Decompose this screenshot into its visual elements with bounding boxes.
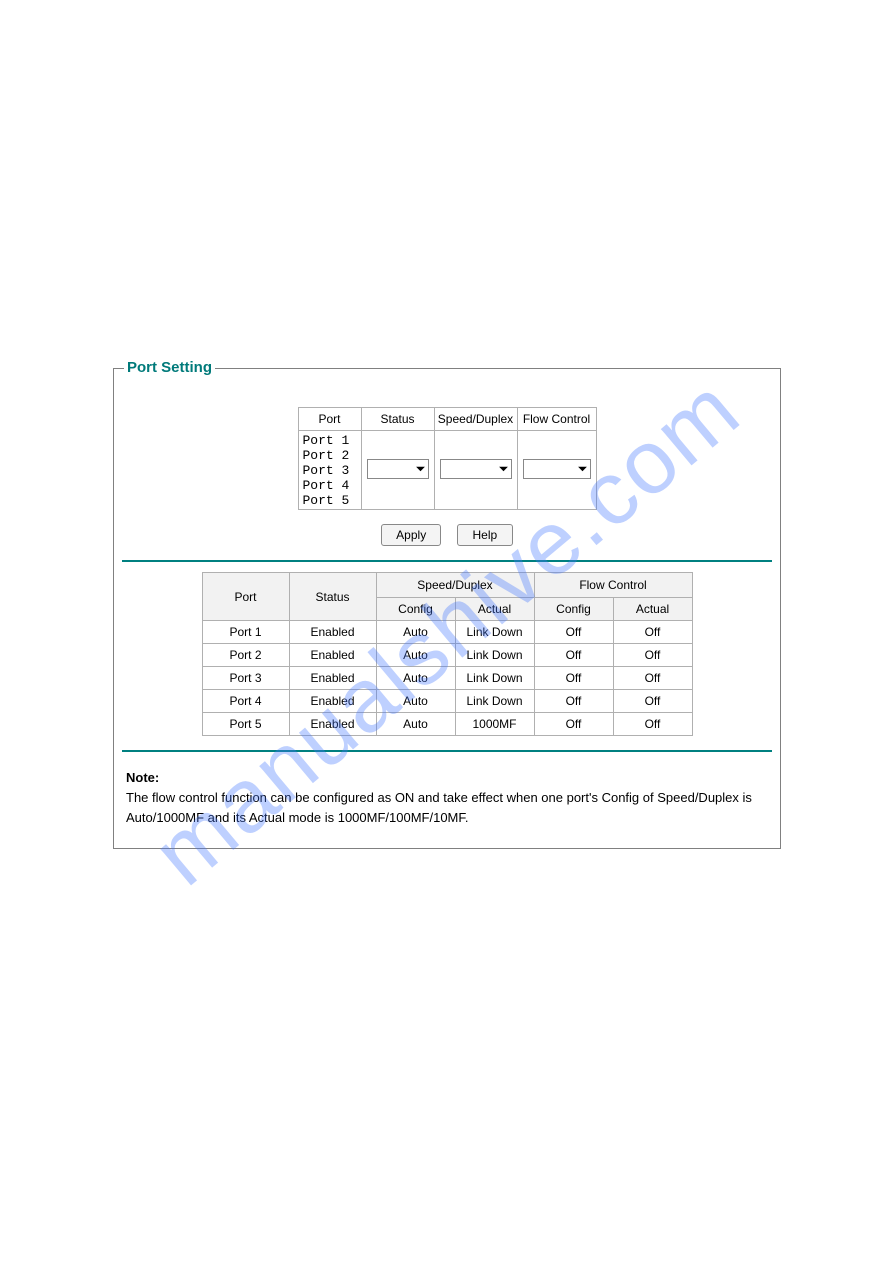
cell-speed-actual: Link Down	[455, 690, 534, 713]
cell-speed-actual: 1000MF	[455, 713, 534, 736]
cell-speed-config: Auto	[376, 621, 455, 644]
cell-speed-actual: Link Down	[455, 644, 534, 667]
status-subheader-flow-config: Config	[534, 598, 613, 621]
status-header-status: Status	[289, 573, 376, 621]
config-header-status: Status	[361, 408, 434, 431]
cell-status: Enabled	[289, 644, 376, 667]
port-option[interactable]: Port 4	[303, 478, 357, 493]
divider-top	[122, 560, 772, 562]
status-header-port: Port	[202, 573, 289, 621]
cell-speed-config: Auto	[376, 644, 455, 667]
cell-flow-config: Off	[534, 621, 613, 644]
table-row: Port 4 Enabled Auto Link Down Off Off	[202, 690, 692, 713]
cell-speed-config: Auto	[376, 690, 455, 713]
status-subheader-flow-actual: Actual	[613, 598, 692, 621]
table-row: Port 1 Enabled Auto Link Down Off Off	[202, 621, 692, 644]
table-row: Port 5 Enabled Auto 1000MF Off Off	[202, 713, 692, 736]
port-setting-panel: Port Setting Port Status Speed/Duplex Fl…	[113, 368, 781, 849]
cell-speed-actual: Link Down	[455, 621, 534, 644]
cell-status: Enabled	[289, 690, 376, 713]
status-subheader-speed-actual: Actual	[455, 598, 534, 621]
cell-status: Enabled	[289, 667, 376, 690]
cell-flow-config: Off	[534, 667, 613, 690]
table-row: Port 3 Enabled Auto Link Down Off Off	[202, 667, 692, 690]
flow-control-select[interactable]	[523, 459, 591, 479]
cell-port: Port 4	[202, 690, 289, 713]
cell-port: Port 2	[202, 644, 289, 667]
cell-flow-config: Off	[534, 644, 613, 667]
status-select[interactable]	[367, 459, 429, 479]
help-button[interactable]: Help	[457, 524, 513, 546]
cell-port: Port 3	[202, 667, 289, 690]
panel-title: Port Setting	[124, 359, 215, 376]
cell-flow-config: Off	[534, 690, 613, 713]
cell-flow-actual: Off	[613, 690, 692, 713]
config-header-speed: Speed/Duplex	[434, 408, 517, 431]
chevron-down-icon	[498, 463, 509, 474]
status-header-speed: Speed/Duplex	[376, 573, 534, 598]
status-subheader-speed-config: Config	[376, 598, 455, 621]
port-option[interactable]: Port 3	[303, 463, 357, 478]
cell-flow-actual: Off	[613, 621, 692, 644]
cell-port: Port 5	[202, 713, 289, 736]
cell-status: Enabled	[289, 621, 376, 644]
table-row: Port 2 Enabled Auto Link Down Off Off	[202, 644, 692, 667]
config-table: Port Status Speed/Duplex Flow Control Po…	[298, 407, 597, 510]
cell-flow-actual: Off	[613, 713, 692, 736]
note-title: Note:	[126, 768, 772, 788]
divider-bottom	[122, 750, 772, 752]
cell-speed-actual: Link Down	[455, 667, 534, 690]
cell-flow-actual: Off	[613, 667, 692, 690]
port-option[interactable]: Port 5	[303, 493, 357, 508]
cell-flow-actual: Off	[613, 644, 692, 667]
note-block: Note: The flow control function can be c…	[126, 768, 772, 828]
chevron-down-icon	[415, 463, 426, 474]
status-table: Port Status Speed/Duplex Flow Control Co…	[202, 572, 693, 736]
button-row: Apply Help	[122, 524, 772, 546]
cell-flow-config: Off	[534, 713, 613, 736]
status-header-flow: Flow Control	[534, 573, 692, 598]
port-option[interactable]: Port 1	[303, 433, 357, 448]
cell-port: Port 1	[202, 621, 289, 644]
cell-speed-config: Auto	[376, 667, 455, 690]
port-option[interactable]: Port 2	[303, 448, 357, 463]
config-header-port: Port	[298, 408, 361, 431]
apply-button[interactable]: Apply	[381, 524, 441, 546]
port-select-list[interactable]: Port 1 Port 2 Port 3 Port 4 Port 5	[299, 431, 361, 509]
cell-status: Enabled	[289, 713, 376, 736]
speed-duplex-select[interactable]	[440, 459, 512, 479]
note-text: The flow control function can be configu…	[126, 788, 772, 828]
chevron-down-icon	[577, 463, 588, 474]
config-header-flow: Flow Control	[517, 408, 596, 431]
cell-speed-config: Auto	[376, 713, 455, 736]
